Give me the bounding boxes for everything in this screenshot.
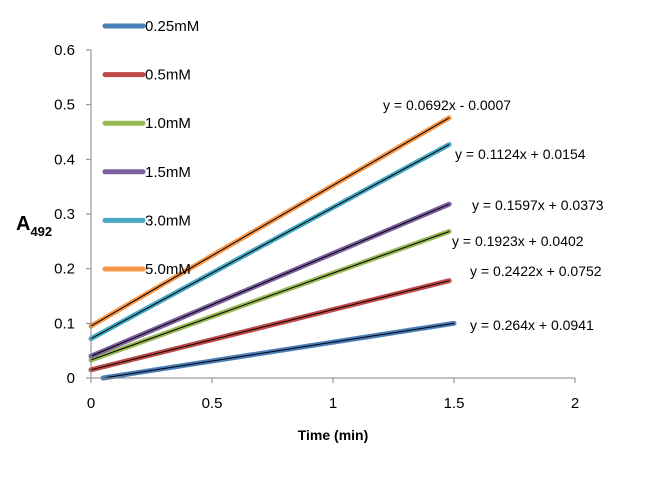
x-tick-label: 2 (571, 395, 579, 412)
y-tick-label: 0.3 (54, 206, 75, 223)
trendline-equation: y = 0.1124x + 0.0154 (455, 146, 586, 162)
trendline-0.5mM (90, 280, 450, 371)
trendline-equation: y = 0.1923x + 0.0402 (452, 233, 584, 249)
y-tick-label: 0.4 (54, 151, 75, 168)
x-tick-label: 0.5 (202, 395, 223, 412)
x-axis-title: Time (min) (298, 427, 369, 443)
series-layer (88, 115, 457, 381)
y-tick-label: 0 (67, 370, 75, 387)
y-axis-title: A492 (16, 213, 52, 239)
trendline-equation: y = 0.264x + 0.0941 (470, 317, 594, 333)
legend-label: 0.25mM (145, 18, 199, 35)
trendline-equation: y = 0.2422x + 0.0752 (470, 263, 602, 279)
legend-label: 1.0mM (145, 115, 191, 132)
y-axis-title-sub: 492 (30, 224, 52, 239)
legend-label: 1.5mM (145, 164, 191, 181)
legend-label: 3.0mM (145, 212, 191, 229)
trendline-equations: y = 0.0692x - 0.0007 y = 0.1124x + 0.0154… (383, 97, 604, 333)
y-tick-label: 0.2 (54, 261, 75, 278)
trendline-5.0mM (90, 117, 450, 327)
y-tick-label: 0.5 (54, 97, 75, 114)
trendline-3.0mM (90, 144, 450, 340)
ticks-layer: 0 0.1 0.2 0.3 0.4 0.5 0.6 0 0.5 1 1.5 2 (54, 42, 579, 412)
legend-label: 5.0mM (145, 261, 191, 278)
trendline-equation: y = 0.1597x + 0.0373 (472, 197, 604, 213)
x-tick-label: 1 (329, 395, 337, 412)
trendline-1.5mM (90, 203, 450, 357)
legend-label: 0.5mM (145, 67, 191, 84)
trendline-0.25mM (103, 322, 455, 379)
trendline-1.0mM (90, 231, 450, 361)
trendline-equation: y = 0.0692x - 0.0007 (383, 97, 511, 113)
y-tick-label: 0.1 (54, 315, 75, 332)
legend: 0.25mM 0.5mM 1.0mM 1.5mM 3.0mM 5.0mM (102, 18, 199, 278)
y-axis-title-main: A (16, 213, 30, 235)
x-tick-label: 0 (87, 395, 95, 412)
y-tick-label: 0.6 (54, 42, 75, 59)
x-tick-label: 1.5 (444, 395, 465, 412)
